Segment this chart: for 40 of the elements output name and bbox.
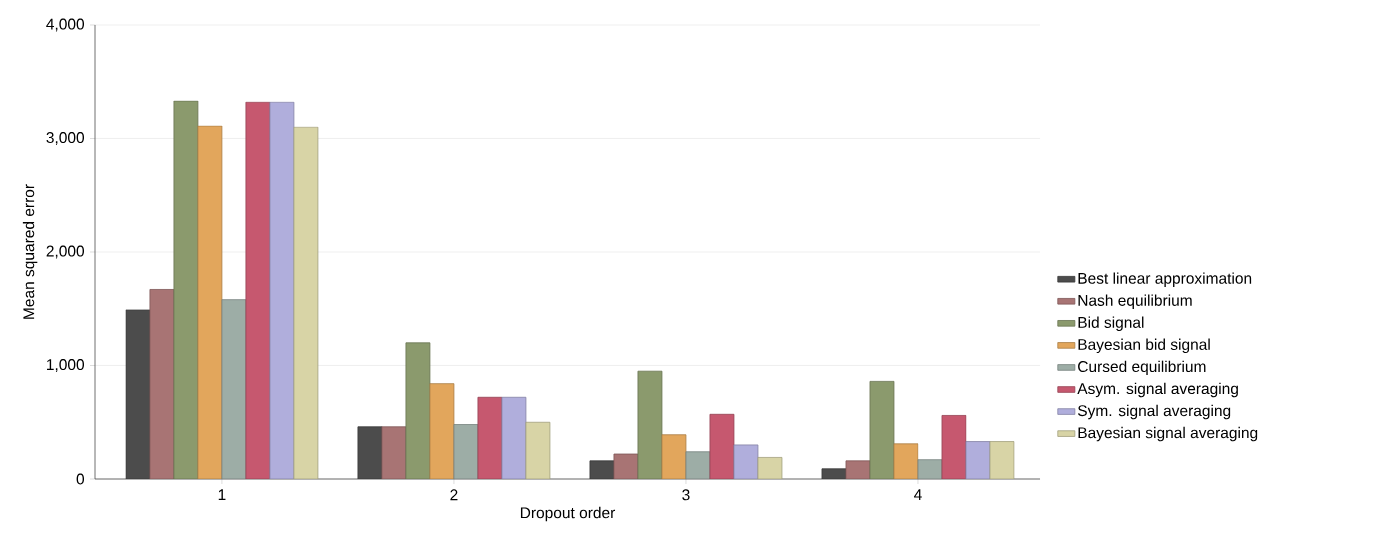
y-tick-label: 0 bbox=[76, 473, 85, 485]
bar bbox=[429, 383, 455, 479]
bar bbox=[405, 342, 431, 479]
y-tick-label: 4,000 bbox=[46, 18, 85, 32]
x-tick-label: 3 bbox=[682, 489, 690, 501]
legend-label: Bayesian bid signal bbox=[1078, 338, 1210, 354]
x-axis-title: Dropout order bbox=[520, 506, 616, 522]
bar bbox=[941, 415, 967, 479]
y-tick-label: 2,000 bbox=[46, 245, 85, 259]
x-tick-label: 2 bbox=[450, 489, 458, 501]
bar bbox=[269, 101, 295, 479]
bar bbox=[149, 289, 175, 479]
x-tick-label: 1 bbox=[218, 489, 226, 501]
bar bbox=[869, 380, 895, 479]
bar bbox=[221, 299, 247, 479]
y-axis-title: Mean squared error bbox=[22, 184, 38, 319]
y-tick-label: 3,000 bbox=[46, 132, 85, 145]
legend-label: Nash equilibrium bbox=[1078, 294, 1192, 309]
bar bbox=[173, 100, 199, 479]
bar bbox=[477, 396, 503, 479]
bar bbox=[197, 125, 223, 479]
bar bbox=[501, 396, 527, 479]
legend-label: Asym. signal averaging bbox=[1077, 382, 1238, 398]
bar bbox=[637, 370, 663, 479]
bar bbox=[293, 126, 319, 479]
y-tick-label: 1,000 bbox=[47, 359, 85, 372]
legend-label: Bid signal bbox=[1078, 316, 1144, 331]
bar bbox=[245, 101, 271, 479]
legend-label: Sym. signal averaging bbox=[1077, 404, 1231, 420]
bar bbox=[525, 421, 551, 479]
bar bbox=[733, 444, 759, 479]
bar bbox=[381, 426, 407, 479]
bar bbox=[757, 457, 783, 479]
bar bbox=[709, 413, 735, 479]
legend-label: Cursed equilibrium bbox=[1078, 360, 1206, 376]
legend-label: Best linear approximation bbox=[1078, 272, 1252, 287]
x-tick-label: 4 bbox=[914, 489, 922, 501]
bar bbox=[989, 441, 1015, 479]
bar bbox=[965, 441, 991, 479]
legend-label: Bayesian signal averaging bbox=[1078, 426, 1258, 442]
